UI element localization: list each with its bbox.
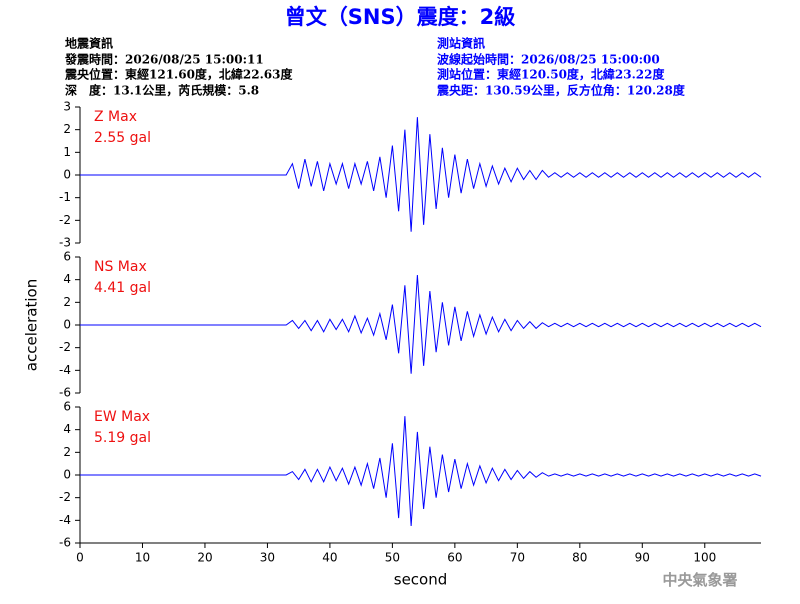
y-tick-label: -1	[59, 190, 71, 204]
x-tick-label: 80	[572, 551, 587, 565]
y-tick-label: 4	[63, 272, 71, 286]
info-line: 震央距：130.59公里，反方位角：120.28度	[437, 83, 686, 98]
y-tick-label: 0	[63, 168, 71, 182]
waveform	[80, 416, 762, 527]
x-tick-label: 100	[693, 551, 716, 565]
y-tick-label: -2	[59, 490, 71, 504]
y-tick-label: 2	[63, 295, 71, 309]
info-line: 發震時間：2026/08/25 15:00:11	[64, 52, 264, 67]
max-label: 2.55 gal	[94, 130, 151, 146]
x-axis-label: second	[394, 571, 448, 589]
y-tick-label: 6	[63, 250, 71, 264]
y-tick-label: -2	[59, 340, 71, 354]
x-tick-label: 20	[197, 551, 212, 565]
x-tick-label: 90	[635, 551, 650, 565]
x-tick-label: 60	[447, 551, 462, 565]
max-label: Z Max	[94, 109, 137, 125]
info-line: 測站資訊	[437, 36, 485, 51]
y-tick-label: 4	[63, 422, 71, 436]
y-tick-label: -6	[59, 536, 71, 550]
max-label: 5.19 gal	[94, 430, 151, 446]
x-tick-label: 40	[322, 551, 337, 565]
max-label: NS Max	[94, 259, 147, 275]
title: 曾文（SNS）震度：2級	[285, 5, 515, 29]
y-tick-label: 3	[63, 100, 71, 114]
y-tick-label: -4	[59, 513, 71, 527]
y-tick-label: -2	[59, 213, 71, 227]
waveform	[80, 274, 762, 374]
x-tick-label: 30	[260, 551, 275, 565]
y-tick-label: 1	[63, 145, 71, 159]
footer-logo: 中央氣象署	[662, 571, 737, 589]
y-tick-label: 2	[63, 445, 71, 459]
info-line: 波線起始時間：2026/08/25 15:00:00	[437, 52, 660, 67]
x-tick-label: 10	[135, 551, 150, 565]
max-label: 4.41 gal	[94, 280, 151, 296]
x-tick-label: 0	[76, 551, 84, 565]
info-line: 震央位置：東經121.60度，北緯22.63度	[65, 67, 294, 82]
info-line: 地震資訊	[65, 36, 113, 51]
y-tick-label: 0	[63, 468, 71, 482]
info-line: 深 度：13.1公里，芮氏規模：5.8	[65, 83, 259, 98]
y-axis-label: acceleration	[23, 279, 41, 371]
y-tick-label: 6	[63, 400, 71, 414]
y-tick-label: -3	[59, 236, 71, 250]
x-tick-label: 70	[510, 551, 525, 565]
x-tick-label: 50	[385, 551, 400, 565]
waveform	[80, 117, 762, 232]
y-tick-label: 0	[63, 318, 71, 332]
y-tick-label: -6	[59, 386, 71, 400]
y-tick-label: -4	[59, 363, 71, 377]
info-line: 測站位置：東經120.50度，北緯23.22度	[437, 67, 666, 82]
max-label: EW Max	[94, 409, 150, 425]
y-tick-label: 2	[63, 122, 71, 136]
